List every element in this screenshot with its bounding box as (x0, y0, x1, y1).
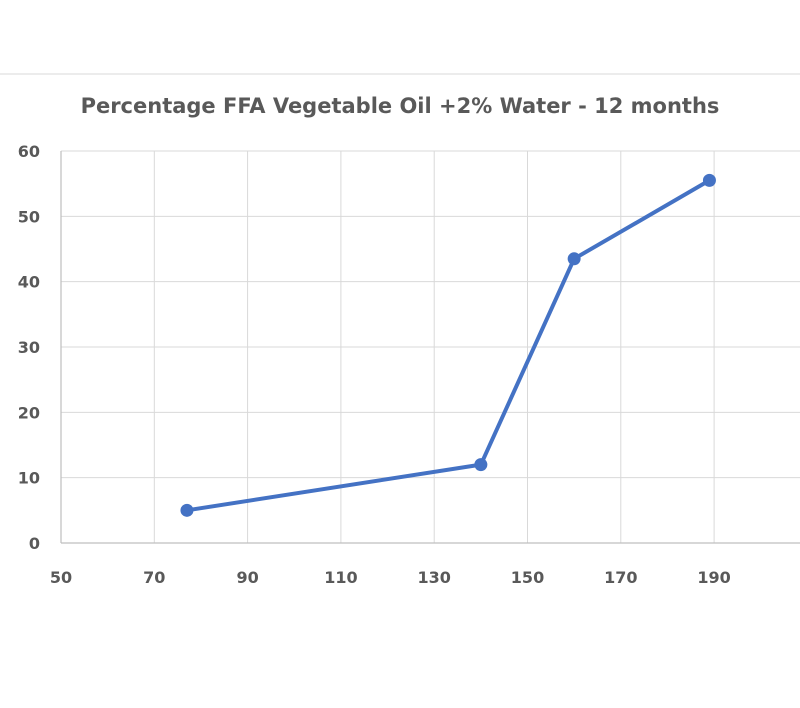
tick-labels: 01020304050605070901101301501701902 (18, 142, 731, 587)
y-tick-label: 40 (18, 273, 40, 292)
x-tick-label: 90 (236, 568, 258, 587)
y-tick-label: 10 (18, 469, 40, 488)
x-tick-label: 110 (324, 568, 357, 587)
series-line (185, 178, 712, 513)
axes (60, 151, 800, 544)
x-tick-label: 190 (697, 568, 730, 587)
chart-title: Percentage FFA Vegetable Oil +2% Water -… (81, 94, 720, 118)
x-tick-label: 150 (511, 568, 544, 587)
y-tick-label: 20 (18, 403, 40, 422)
x-tick-label: 170 (604, 568, 637, 587)
y-tick-label: 50 (18, 207, 40, 226)
x-tick-label: 70 (143, 568, 165, 587)
y-tick-label: 0 (29, 534, 40, 553)
series-ffa (180, 173, 716, 517)
gridlines (61, 150, 800, 543)
data-point (702, 173, 716, 187)
data-point (567, 252, 581, 266)
y-tick-label: 60 (18, 142, 40, 161)
data-point (474, 458, 488, 472)
x-tick-label: 130 (417, 568, 450, 587)
y-tick-label: 30 (18, 338, 40, 357)
x-tick-label: 50 (50, 568, 72, 587)
data-point (180, 503, 194, 517)
